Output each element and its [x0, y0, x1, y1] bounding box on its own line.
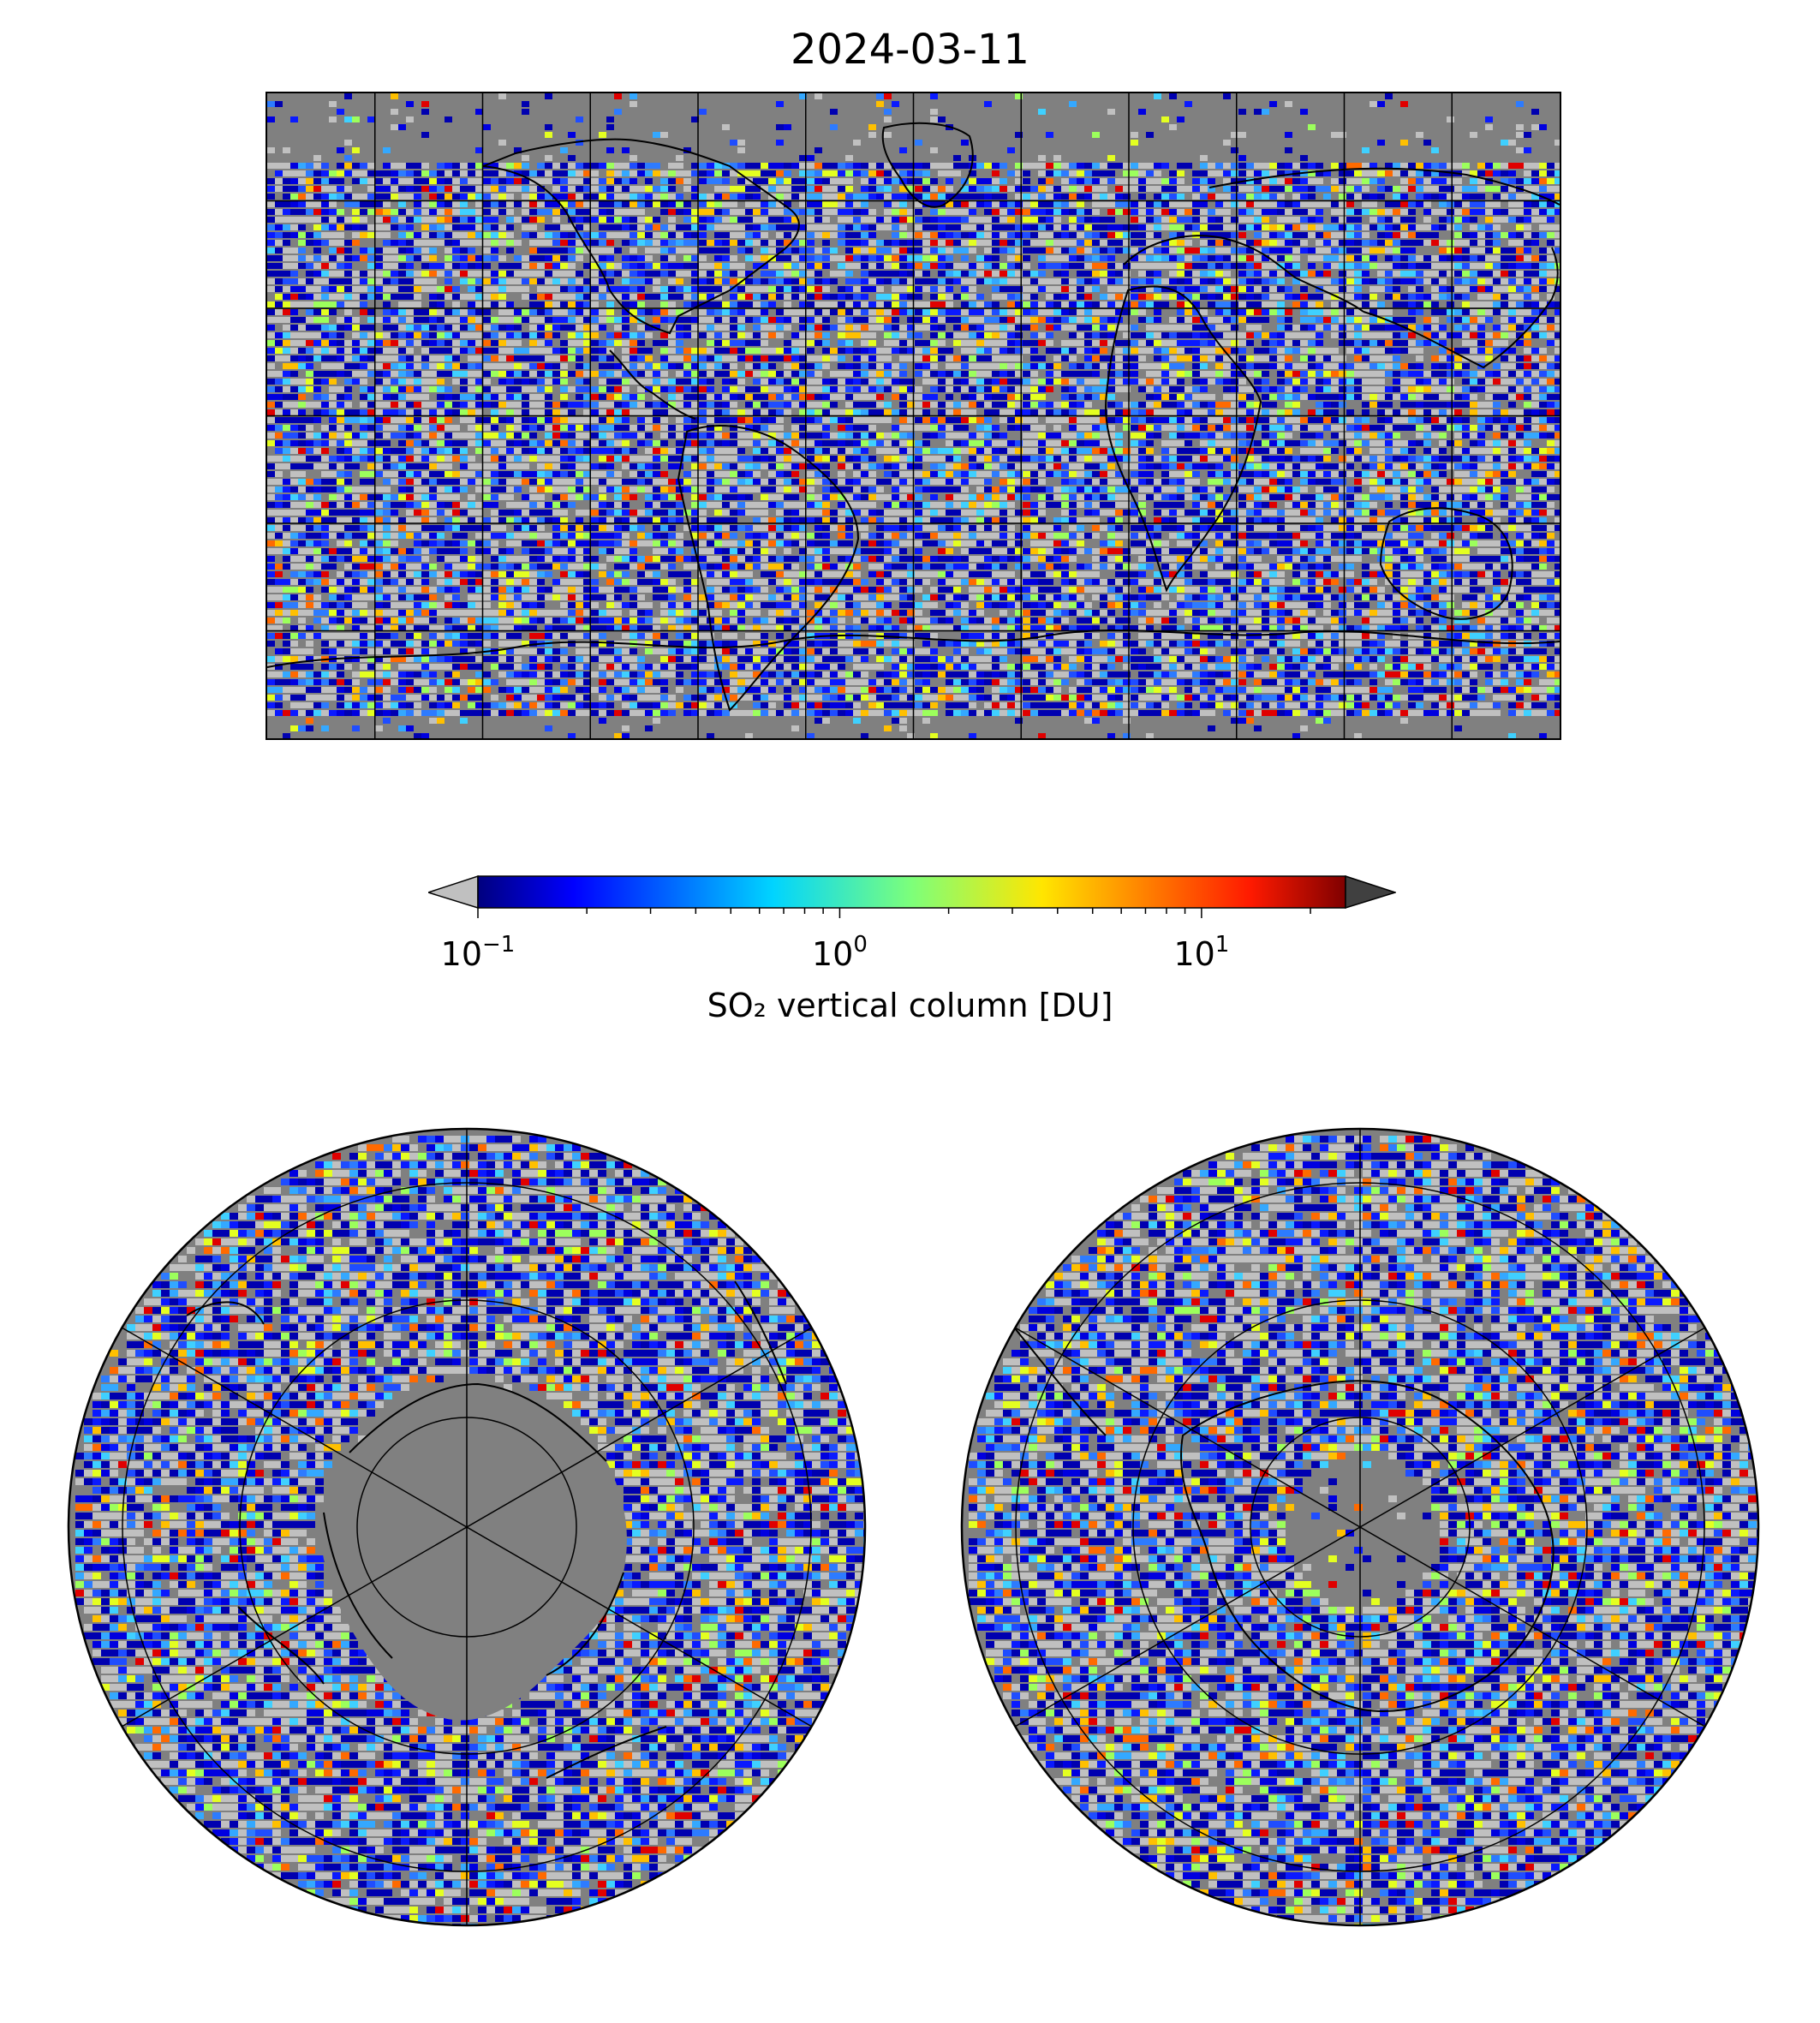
gridlines: [121, 1129, 813, 1925]
colorbar-tick-label: 101: [1173, 932, 1230, 973]
data-pixels: [267, 93, 1560, 738]
colorbar-tick-label: 10−1: [441, 932, 516, 973]
colorbar-gradient: [477, 875, 1346, 909]
tick-base: 10: [812, 935, 853, 973]
south-polar-canvas: [960, 1127, 1760, 1927]
colorbar-under-extension: [426, 874, 479, 910]
tick-exponent: −1: [482, 932, 515, 958]
colorbar-tick-label: 100: [812, 932, 868, 973]
data-pixels: [75, 1136, 865, 1925]
colorbar: [426, 874, 1398, 1002]
tick-exponent: 1: [1215, 932, 1230, 958]
tick-base: 10: [1173, 935, 1214, 973]
colorbar-label: SO₂ vertical column [DU]: [0, 987, 1820, 1024]
tick-base: 10: [441, 935, 482, 973]
arctic-nodata-region: [321, 1384, 627, 1721]
gridlines: [1014, 1129, 1706, 1925]
coastlines: [1011, 1323, 1554, 1712]
coastlines: [267, 122, 1560, 712]
north-polar-map: [67, 1127, 867, 1927]
global-map: [266, 92, 1561, 740]
tick-exponent: 0: [853, 932, 868, 958]
south-polar-map: [960, 1127, 1760, 1927]
north-polar-canvas: [67, 1127, 867, 1927]
figure-title: 2024-03-11: [0, 26, 1820, 74]
global-map-canvas: [267, 93, 1560, 738]
colorbar-over-extension: [1345, 874, 1398, 910]
colorbar-svg: [426, 874, 1398, 918]
